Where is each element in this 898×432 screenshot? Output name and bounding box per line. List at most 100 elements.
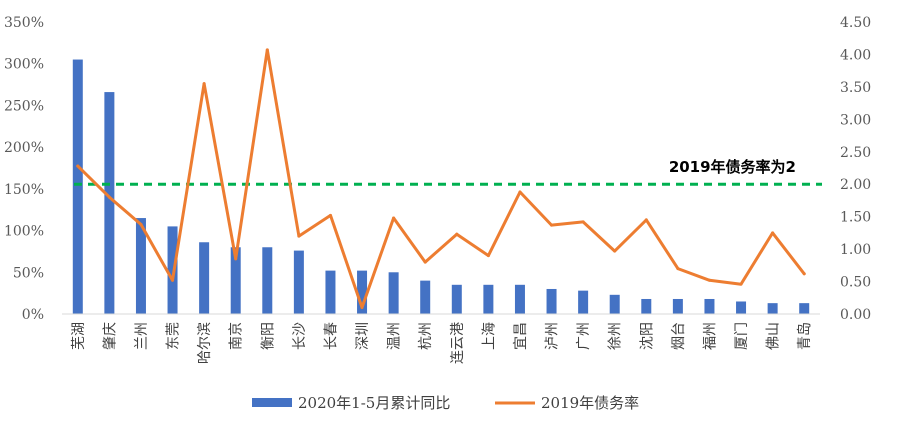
bar-series [72,59,810,314]
legend: 2020年1-5月累计同比 2019年债务率 [252,394,639,412]
right-tick-label: 0.50 [840,275,871,291]
bar [230,247,241,314]
category-label: 烟台 [671,322,687,350]
line-point [171,278,175,282]
line-point [613,249,617,253]
right-tick-label: 4.50 [840,15,871,31]
line-point [328,213,332,217]
left-tick-label: 200% [4,140,44,156]
bar [609,294,620,314]
bar [767,303,778,314]
bar [451,284,462,314]
line-point [455,232,459,236]
left-tick-label: 250% [4,98,44,114]
line-point [297,234,301,238]
line-series [76,48,806,309]
bar [262,247,273,314]
right-tick-label: 2.00 [840,177,871,193]
category-label: 徐州 [608,322,624,350]
bar [578,290,589,314]
bar [388,272,399,314]
category-label: 南京 [229,322,245,350]
line-point [802,272,806,276]
line-point [676,267,680,271]
bar [546,288,557,314]
right-tick-label: 4.00 [840,47,871,63]
bar [135,218,146,314]
line-point [392,216,396,220]
category-label: 肇庆 [102,322,118,350]
bar [483,284,494,314]
line-point [139,222,143,226]
category-label: 温州 [387,322,403,350]
bar [199,242,210,314]
line-point [771,231,775,235]
bar [357,270,368,314]
line-point [423,260,427,264]
bar [799,303,810,314]
category-label: 佛山 [766,322,782,350]
bar [167,226,178,314]
right-tick-label: 3.00 [840,112,871,128]
category-label: 芜湖 [70,322,87,350]
left-y-axis: 0% 50% 100% 150% 200% 250% 300% 350% [4,15,44,323]
category-label: 哈尔滨 [197,322,213,364]
category-label: 东莞 [166,322,182,350]
line-point [234,257,238,261]
reference-line-label: 2019年债务率为2 [669,158,796,176]
category-label: 长春 [323,322,339,350]
category-label: 福州 [702,322,718,350]
category-label: 青岛 [797,322,813,350]
line-point [707,278,711,282]
category-label: 长沙 [292,322,308,350]
right-tick-label: 3.50 [840,80,871,96]
right-tick-label: 1.50 [840,210,871,226]
category-label: 连云港 [450,322,466,364]
category-label: 杭州 [418,322,434,350]
left-tick-label: 100% [4,224,44,240]
category-label: 深圳 [355,322,371,350]
bar [104,92,115,314]
left-tick-label: 150% [4,182,44,198]
line-point [644,218,648,222]
right-tick-label: 2.50 [840,145,871,161]
left-tick-label: 0% [22,307,44,323]
bar [514,284,525,314]
bar [420,280,431,314]
category-label: 泸州 [545,322,561,350]
category-label: 衡阳 [260,322,276,350]
line-point [581,220,585,224]
line-point [486,254,490,258]
left-tick-label: 300% [4,57,44,73]
line-point [107,195,111,199]
bar [736,301,747,314]
category-label: 宜昌 [513,322,529,350]
line-point [739,282,743,286]
bar [293,250,304,314]
line-point [202,82,206,86]
category-label: 广州 [576,322,592,350]
legend-line-label: 2019年债务率 [541,394,639,412]
category-label: 沈阳 [639,322,655,350]
bar [325,270,336,314]
category-label: 兰州 [134,322,150,350]
legend-bar-label: 2020年1-5月累计同比 [298,394,450,412]
line-points [76,48,806,310]
line-point [360,306,364,310]
line-point [550,223,554,227]
category-label: 上海 [481,322,497,350]
line-point [265,48,269,52]
right-tick-label: 1.00 [840,242,871,258]
left-tick-label: 50% [13,265,44,281]
line-point [518,190,522,194]
bar [72,59,83,314]
line-point [76,164,80,168]
bar [672,298,683,314]
bar [641,298,652,314]
legend-bar-swatch [252,398,292,407]
bar [704,298,715,314]
right-tick-label: 0.00 [840,307,871,323]
category-label: 厦门 [734,322,750,350]
category-labels: 芜湖 肇庆 兰州 东莞 哈尔滨 南京 衡阳 长沙 长春 深圳 温州 杭州 连云港 上海 宜昌 泸州 广州 徐州 沈阳… [70,322,813,364]
